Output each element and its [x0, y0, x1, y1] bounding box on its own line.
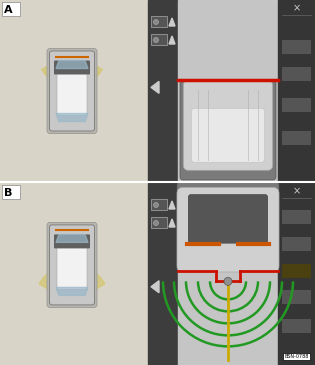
- FancyBboxPatch shape: [188, 194, 268, 243]
- Bar: [282, 67, 311, 81]
- Bar: [0, 0, 148, 182]
- FancyBboxPatch shape: [49, 225, 94, 305]
- Bar: [151, 217, 167, 228]
- Polygon shape: [169, 201, 175, 209]
- Circle shape: [153, 220, 158, 226]
- Text: B: B: [4, 188, 12, 198]
- FancyBboxPatch shape: [180, 80, 276, 180]
- FancyBboxPatch shape: [177, 188, 279, 272]
- Bar: [282, 290, 311, 304]
- Bar: [2, 185, 20, 199]
- Polygon shape: [169, 18, 175, 26]
- Bar: [282, 237, 311, 251]
- FancyBboxPatch shape: [49, 51, 94, 131]
- Text: ×: ×: [292, 3, 301, 13]
- FancyBboxPatch shape: [54, 61, 90, 74]
- Polygon shape: [169, 36, 175, 44]
- Bar: [278, 183, 315, 365]
- Polygon shape: [56, 61, 88, 69]
- Bar: [151, 34, 167, 45]
- Polygon shape: [151, 81, 159, 93]
- Bar: [151, 16, 167, 27]
- Polygon shape: [56, 234, 88, 242]
- Bar: [282, 319, 311, 333]
- Bar: [2, 2, 20, 16]
- Wedge shape: [39, 265, 105, 303]
- Wedge shape: [42, 52, 102, 87]
- Polygon shape: [56, 287, 88, 295]
- Bar: [151, 199, 167, 210]
- Bar: [178, 183, 278, 365]
- FancyBboxPatch shape: [57, 66, 87, 115]
- FancyBboxPatch shape: [192, 108, 265, 162]
- Bar: [282, 210, 311, 224]
- Polygon shape: [56, 114, 88, 122]
- FancyBboxPatch shape: [47, 49, 97, 134]
- Circle shape: [153, 38, 158, 42]
- Bar: [278, 0, 315, 182]
- FancyBboxPatch shape: [183, 80, 272, 170]
- Circle shape: [153, 19, 158, 24]
- Bar: [178, 0, 278, 182]
- Bar: [282, 264, 311, 278]
- Bar: [0, 183, 148, 365]
- FancyBboxPatch shape: [54, 234, 90, 249]
- Bar: [282, 131, 311, 145]
- Text: A: A: [4, 5, 13, 15]
- Bar: [148, 0, 178, 182]
- FancyBboxPatch shape: [177, 182, 279, 271]
- Circle shape: [153, 203, 158, 207]
- Bar: [282, 98, 311, 112]
- Polygon shape: [169, 219, 175, 227]
- FancyBboxPatch shape: [57, 241, 87, 289]
- Polygon shape: [151, 281, 159, 293]
- FancyBboxPatch shape: [47, 222, 97, 307]
- Bar: [282, 39, 311, 54]
- Text: ×: ×: [292, 186, 301, 196]
- Bar: [282, 264, 311, 278]
- Bar: [148, 183, 178, 365]
- Circle shape: [224, 277, 232, 285]
- Text: BSN-0788: BSN-0788: [284, 354, 309, 359]
